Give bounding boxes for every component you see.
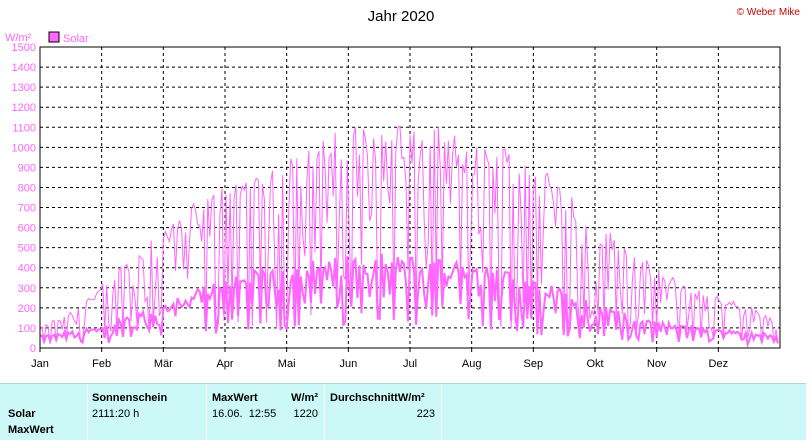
- y-tick-label: 1400: [12, 62, 36, 74]
- y-tick-label: 1100: [12, 122, 36, 134]
- chart-title: Jahr 2020: [368, 8, 435, 25]
- x-tick-label: Sep: [524, 358, 544, 370]
- y-tick-label: 100: [18, 323, 36, 335]
- y-tick-label: 500: [18, 243, 36, 255]
- x-tick-label: Jan: [31, 358, 49, 370]
- x-tick-label: Mai: [278, 358, 296, 370]
- chart: Jahr 2020 © Weber Mike W/m² Solar 0 100 20…: [5, 7, 801, 370]
- y-tick-label: 0: [30, 343, 36, 355]
- y-tick-label: 400: [18, 263, 36, 275]
- x-tick-label: Jun: [339, 358, 357, 370]
- series-line-mean: [39, 253, 779, 349]
- avg-value: 223: [416, 408, 435, 420]
- y-tick-label: 1200: [12, 102, 36, 114]
- avg-header: DurchschnittW/m²: [330, 392, 425, 404]
- y-tick-label: 1000: [12, 142, 36, 154]
- copyright: © Weber Mike: [737, 7, 801, 18]
- series-solar: [39, 125, 779, 349]
- y-tick-label: 300: [18, 283, 36, 295]
- x-tick-label: Dez: [709, 358, 729, 370]
- x-tick-label: Nov: [647, 358, 667, 370]
- max-header: MaxWert: [212, 392, 258, 404]
- y-tick-label: 700: [18, 203, 36, 215]
- x-tick-label: Feb: [92, 358, 111, 370]
- row-label-solar: Solar: [8, 408, 36, 420]
- grid: [40, 47, 780, 348]
- max-unit: W/m²: [291, 392, 318, 404]
- y-tick-label: 800: [18, 182, 36, 194]
- x-tick-label: Mär: [154, 358, 173, 370]
- row-label-maxwert: MaxWert: [8, 424, 54, 436]
- sunshine-header: Sonnenschein: [92, 392, 168, 404]
- max-datetime: 16.06. 12:55: [212, 408, 277, 420]
- summary-panel: Solar MaxWert Sonnenschein 2111:20 h Max…: [0, 383, 806, 440]
- x-tick-label: Apr: [216, 358, 233, 370]
- y-ticks: 0 100 200 300 400 500 600 700 800 900 1000 1100 1200…: [12, 42, 36, 355]
- x-tick-label: Aug: [462, 358, 482, 370]
- legend-swatch: [48, 31, 60, 43]
- x-ticks: Jan Feb Mär Apr Mai Jun Jul Aug Sep Okt Nov Dez: [31, 348, 728, 370]
- y-tick-label: 200: [18, 303, 36, 315]
- legend-label: Solar: [63, 33, 89, 45]
- max-value: 1220: [293, 408, 318, 420]
- y-tick-label: 1500: [12, 42, 36, 54]
- y-tick-label: 900: [18, 162, 36, 174]
- y-tick-label: 1300: [12, 82, 36, 94]
- x-tick-label: Jul: [403, 358, 417, 370]
- series-line-max: [39, 125, 779, 344]
- y-axis-unit: W/m²: [5, 32, 32, 44]
- y-tick-label: 600: [18, 223, 36, 235]
- x-tick-label: Okt: [586, 358, 603, 370]
- plot-frame: [39, 46, 781, 349]
- sunshine-value: 2111:20 h: [92, 408, 140, 420]
